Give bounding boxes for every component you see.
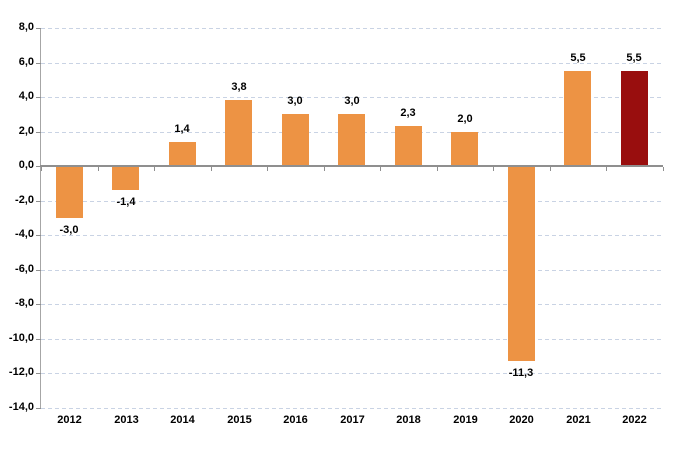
y-axis-label: -8,0 (15, 297, 34, 309)
x-axis-tick (211, 167, 212, 171)
bar-value-label: -11,3 (508, 367, 534, 379)
gridline (41, 339, 663, 340)
bar-value-label: -3,0 (59, 224, 79, 236)
gridline (41, 28, 663, 29)
y-axis-label: -10,0 (8, 332, 34, 344)
x-axis-tick (41, 167, 42, 171)
bar-2017 (338, 114, 365, 166)
y-axis-tick (36, 132, 41, 133)
x-axis-tick (98, 167, 99, 171)
x-axis-tick (663, 167, 664, 171)
y-axis-tick (36, 201, 41, 202)
x-axis-tick (437, 167, 438, 171)
bar-2018 (395, 126, 422, 166)
y-axis-tick (36, 166, 41, 167)
bar-value-label: 3,8 (231, 81, 247, 93)
x-axis-label-2018: 2018 (396, 414, 421, 426)
x-axis-label-2020: 2020 (509, 414, 534, 426)
gridline (41, 63, 663, 64)
bar-2012 (56, 166, 83, 218)
bar-2021 (564, 71, 591, 166)
gridline (41, 97, 663, 98)
x-axis-tick (493, 167, 494, 171)
gridline (41, 270, 663, 271)
y-axis-tick (36, 373, 41, 374)
x-axis-label-2014: 2014 (170, 414, 195, 426)
y-axis-tick (36, 235, 41, 236)
x-axis-tick (606, 167, 607, 171)
x-axis-label-2022: 2022 (622, 414, 647, 426)
y-axis-tick (36, 28, 41, 29)
y-axis-label: -4,0 (15, 228, 34, 240)
y-axis-label: 2,0 (18, 125, 34, 137)
x-axis-label-2016: 2016 (283, 414, 308, 426)
bar-2019 (451, 132, 478, 167)
y-axis-tick (36, 270, 41, 271)
x-axis-label-2015: 2015 (227, 414, 252, 426)
bar-value-label: 5,5 (570, 52, 586, 64)
bar-value-label: 5,5 (626, 52, 642, 64)
x-axis-tick (550, 167, 551, 171)
gridline (41, 235, 663, 236)
bar-2013 (112, 166, 139, 190)
y-axis-label: -2,0 (15, 194, 34, 206)
y-axis-tick (36, 408, 41, 409)
x-axis-label-2017: 2017 (340, 414, 365, 426)
x-axis-label-2019: 2019 (453, 414, 478, 426)
bar-2022 (621, 71, 648, 166)
bar-value-label: 2,3 (400, 107, 416, 119)
x-axis-tick (380, 167, 381, 171)
gridline (41, 408, 663, 409)
gridline (41, 304, 663, 305)
y-axis-label: -14,0 (8, 401, 34, 413)
y-axis-line (40, 28, 41, 408)
y-axis-label: 6,0 (18, 56, 34, 68)
bar-2015 (225, 100, 252, 166)
y-axis-label: 4,0 (18, 90, 34, 102)
y-axis-tick (36, 304, 41, 305)
y-axis-tick (36, 339, 41, 340)
bar-2020 (508, 166, 535, 361)
gridline (41, 201, 663, 202)
x-axis-tick (267, 167, 268, 171)
bar-value-label: 2,0 (457, 113, 473, 125)
x-axis-tick (154, 167, 155, 171)
y-axis-label: -12,0 (8, 366, 34, 378)
bar-value-label: 3,0 (344, 95, 360, 107)
bar-value-label: 1,4 (174, 123, 190, 135)
y-axis-tick (36, 97, 41, 98)
gridline (41, 373, 663, 374)
x-axis-label-2012: 2012 (57, 414, 82, 426)
bar-2014 (169, 142, 196, 166)
zero-axis-line (40, 165, 663, 167)
y-axis-tick (36, 63, 41, 64)
y-axis-label: -6,0 (15, 263, 34, 275)
x-axis-tick (324, 167, 325, 171)
bar-2016 (282, 114, 309, 166)
bar-value-label: 3,0 (287, 95, 303, 107)
x-axis-label-2021: 2021 (566, 414, 591, 426)
bar-value-label: -1,4 (116, 196, 136, 208)
y-axis-label: 0,0 (18, 159, 34, 171)
x-axis-label-2013: 2013 (114, 414, 139, 426)
y-axis-label: 8,0 (18, 21, 34, 33)
